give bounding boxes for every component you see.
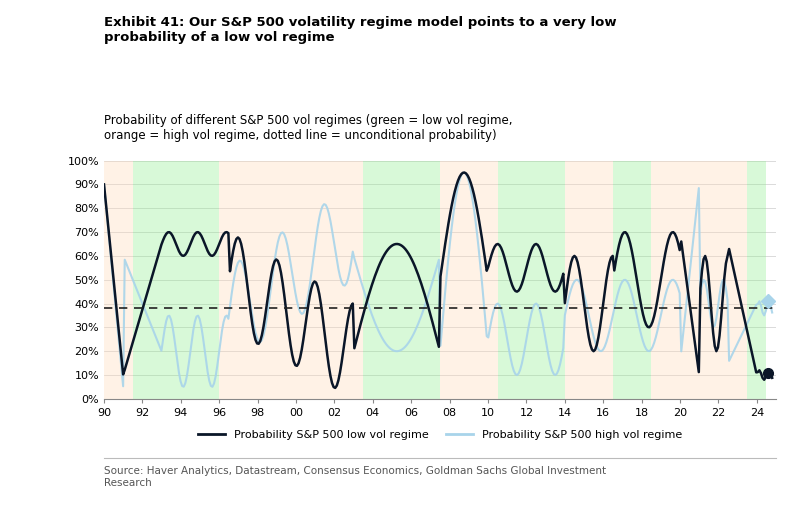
Bar [133,161,219,399]
Bar [219,161,363,399]
Text: Exhibit 41: Our S&P 500 volatility regime model points to a very low
probability: Exhibit 41: Our S&P 500 volatility regim… [104,16,617,44]
Text: Source: Haver Analytics, Datastream, Consensus Economics, Goldman Sachs Global I: Source: Haver Analytics, Datastream, Con… [104,466,606,488]
Bar [651,161,747,399]
Bar [440,161,498,399]
Bar [104,161,133,399]
Bar [747,161,766,399]
Bar [613,161,651,399]
Text: Probability of different S&P 500 vol regimes (green = low vol regime,
orange = h: Probability of different S&P 500 vol reg… [104,114,513,142]
Bar [565,161,613,399]
Bar [498,161,565,399]
Legend: Probability S&P 500 low vol regime, Probability S&P 500 high vol regime: Probability S&P 500 low vol regime, Prob… [193,426,687,445]
Bar [363,161,440,399]
